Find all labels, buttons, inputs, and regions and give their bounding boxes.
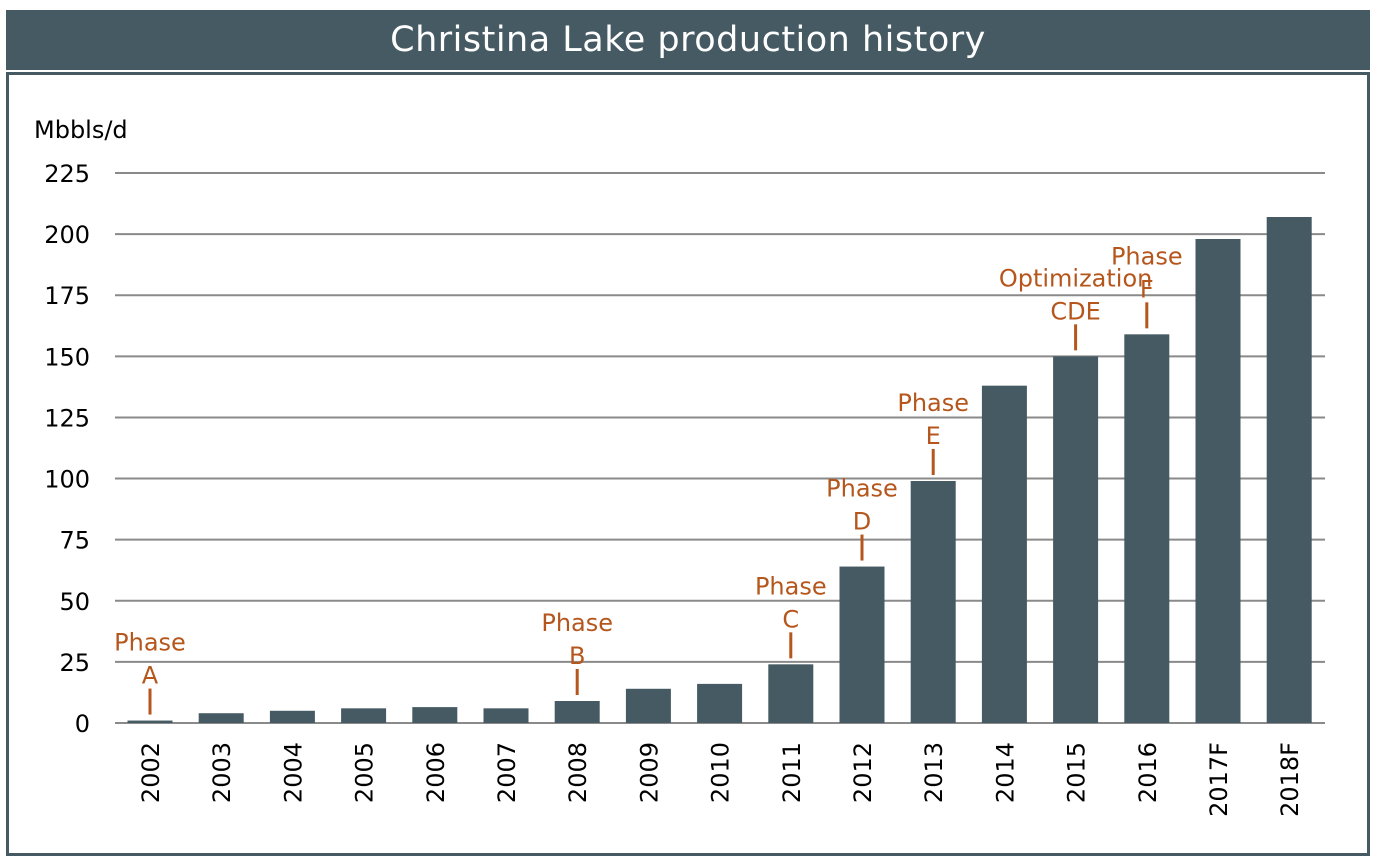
y-tick-label: 125 [44,404,90,432]
x-tick-label: 2015 [1063,742,1091,803]
annotation-label: A [142,662,159,690]
annotation-label: CDE [1050,297,1100,325]
annotation-label: Phase [541,609,613,637]
bar-2002 [127,720,173,723]
y-tick-label: 225 [44,160,90,188]
annotation-label: Phase [826,475,898,503]
gridlines [115,172,1325,724]
x-tick-label: 2007 [493,742,521,803]
annotation-label: Phase [897,389,969,417]
x-tick-label: 2013 [920,742,948,803]
x-tick-label: 2016 [1134,742,1162,803]
bar-2011 [768,664,814,723]
y-tick-label: 175 [44,282,90,310]
y-tick-label: 0 [75,710,90,738]
bar-2013 [910,481,956,723]
bar-2017f [1195,239,1241,723]
bar-2004 [269,710,315,723]
y-tick-label: 25 [59,649,90,677]
x-tick-label: 2010 [707,742,735,803]
y-tick-label: 100 [44,466,90,494]
annotation-label: Optimization [999,264,1153,292]
x-tick-label: 2008 [564,742,592,803]
y-axis-label: Mbbls/d [34,116,128,144]
x-tick-label: 2012 [849,742,877,803]
y-tick-label: 150 [44,343,90,371]
annotation-label: D [853,508,871,536]
annotation-label: F [1140,275,1154,303]
bar-2014 [981,385,1027,723]
annotation-label: E [926,422,941,450]
bars [127,217,1312,723]
bar-2015 [1053,356,1099,723]
annotation-label: C [782,605,799,633]
bar-2010 [697,683,743,723]
x-tick-label: 2018F [1276,742,1304,817]
annotation-label: Phase [114,629,186,657]
y-tick-label: 75 [59,527,90,555]
x-tick-label: 2003 [208,742,236,803]
bar-2018f [1266,217,1312,723]
annotation-label: B [569,642,585,670]
bar-2016 [1124,334,1170,723]
chart-frame [6,72,1370,856]
x-tick-label: 2011 [778,742,806,803]
x-tick-label: 2004 [279,742,307,803]
bar-2003 [198,713,244,723]
bar-2008 [554,701,600,723]
y-tick-label: 50 [59,588,90,616]
y-axis-ticks: 0 25 50 75 100 125 150 175 200 225 [44,160,90,738]
y-tick-label: 200 [44,221,90,249]
annotation-label: Phase [755,572,827,600]
chart-title: Christina Lake production history [6,10,1370,70]
annotation-label: Phase [1111,242,1183,270]
bar-2007 [483,708,529,723]
x-tick-label: 2014 [991,742,1019,803]
bar-2006 [412,707,458,723]
x-tick-label: 2005 [351,742,379,803]
bar-2005 [341,708,387,723]
phase-annotations: Phase A Phase B Phase C Phase D Phase E Optimizati… [114,242,1183,715]
x-tick-label: 2002 [137,742,165,803]
bar-2009 [625,688,671,723]
x-tick-label: 2009 [635,742,663,803]
x-axis-ticks: 2002 2003 2004 2005 2006 2007 2008 2009 2010 2011… [137,742,1304,817]
x-tick-label: 2006 [422,742,450,803]
bar-2012 [839,566,885,723]
x-tick-label: 2017F [1205,742,1233,817]
